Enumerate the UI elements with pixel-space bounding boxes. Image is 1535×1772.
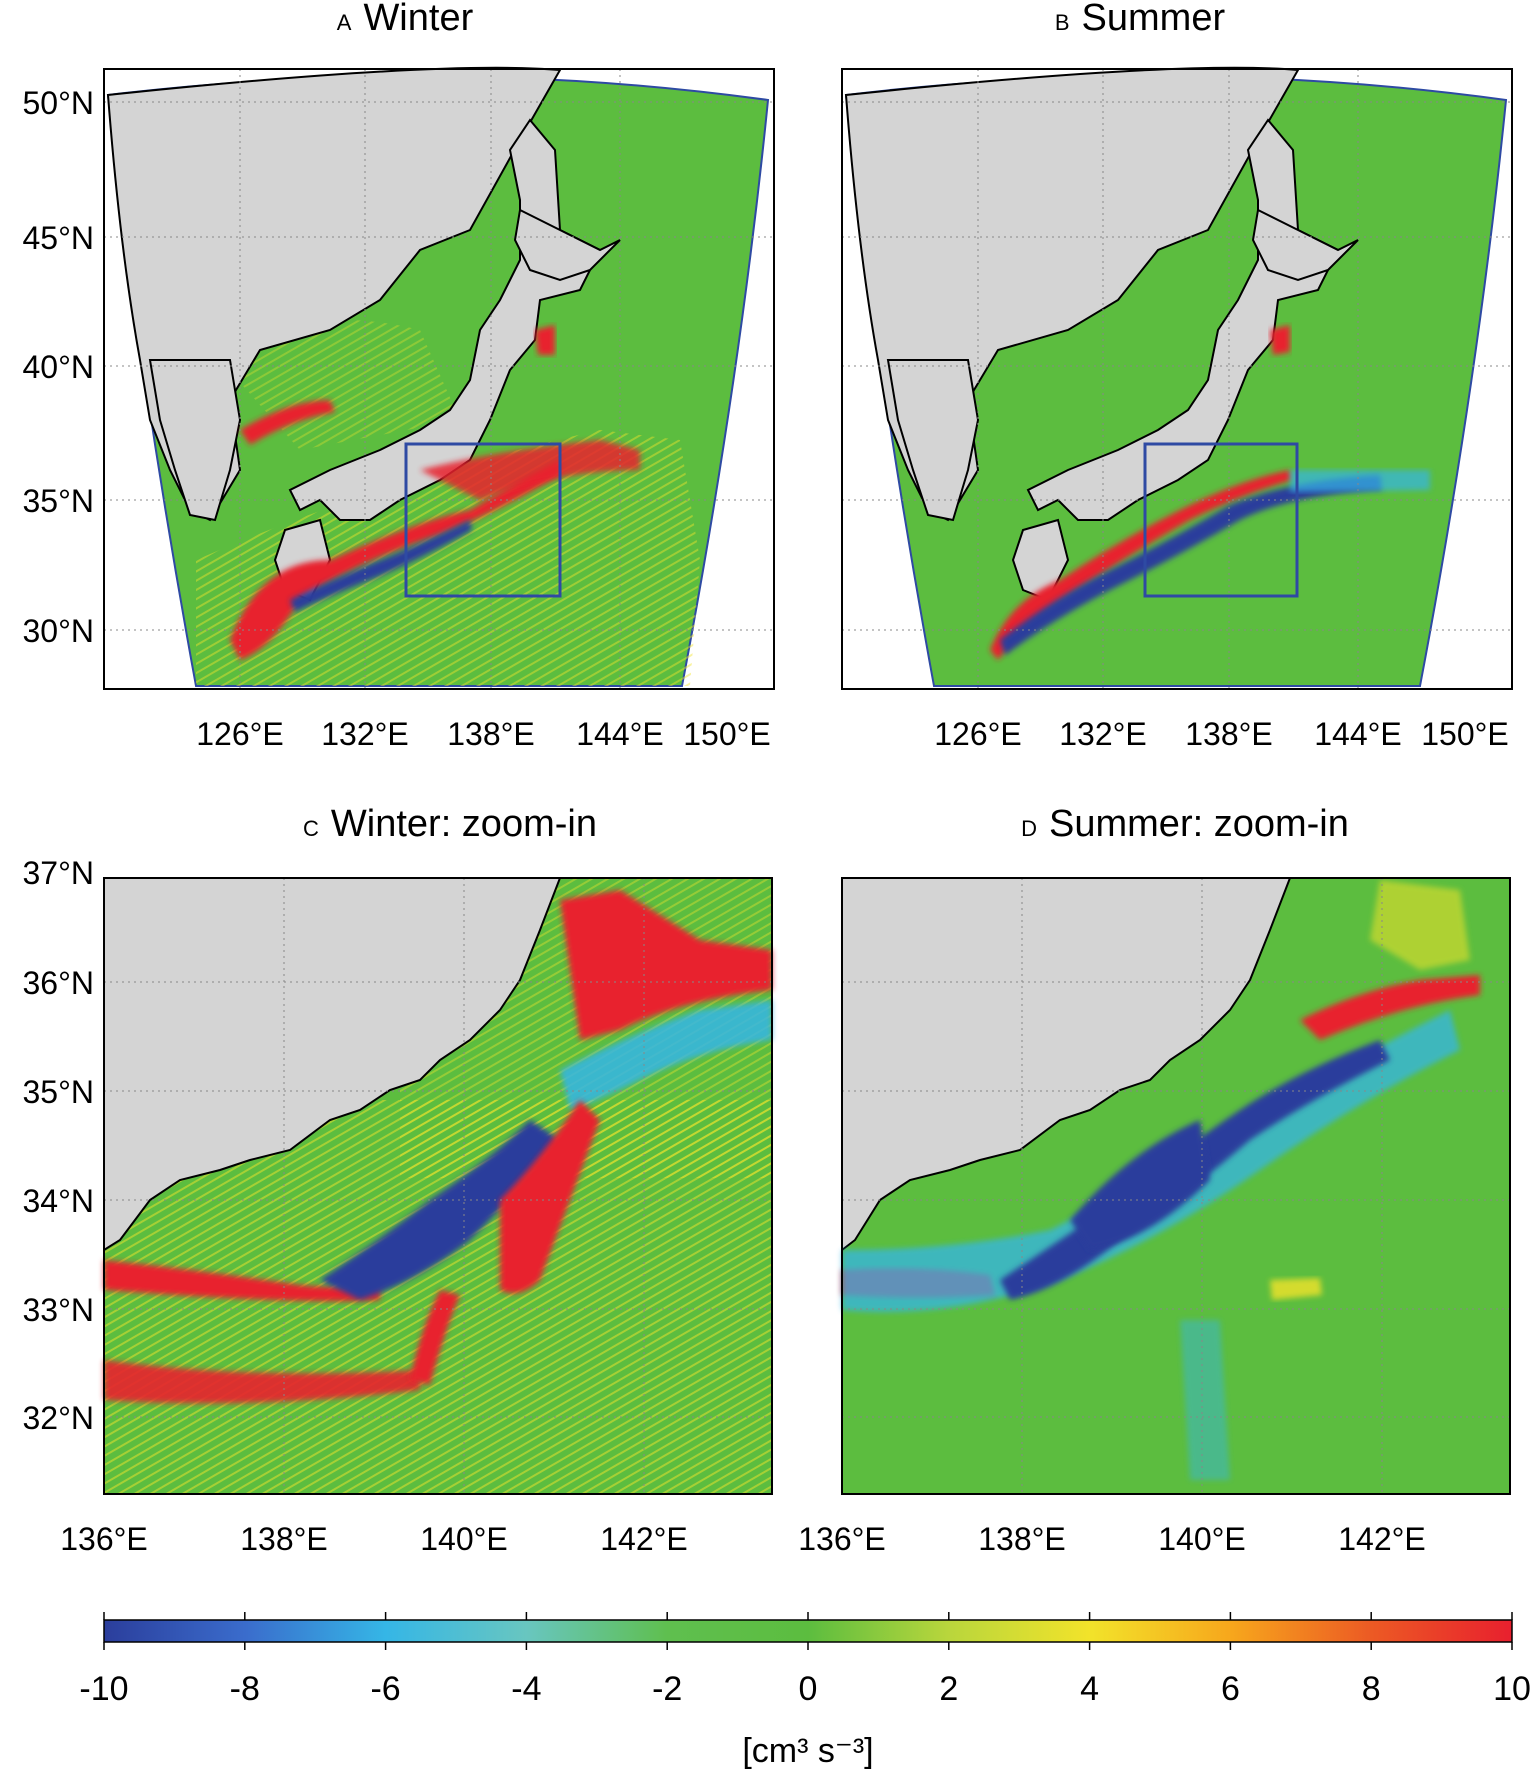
lon-label: 144°E: [1314, 716, 1402, 752]
lat-label: 35°N: [23, 483, 95, 519]
colorbar-tick-label: -8: [230, 1670, 260, 1708]
panel-d-yellow-north: [1370, 880, 1470, 970]
panel-d-cyan-tail: [1180, 1320, 1230, 1480]
panel-b-land-korea: [886, 359, 980, 522]
colorbar-tick-label: 0: [799, 1670, 818, 1708]
panel-b-tsugaru-red: [1270, 325, 1290, 355]
panel-d-red-north: [1300, 975, 1480, 1040]
colorbar-tick-label: 10: [1493, 1670, 1531, 1708]
panel-c-frame: [103, 877, 773, 1495]
lon-label: 136°E: [60, 1521, 148, 1557]
lon-label: 132°E: [321, 716, 409, 752]
lat-label: 35°N: [23, 1074, 95, 1110]
panel-c-red-central-2: [410, 1290, 460, 1385]
panel-a-gridlines: [104, 69, 774, 689]
lat-label: 33°N: [23, 1292, 95, 1328]
panel-c-title: C Winter: zoom-in: [303, 803, 597, 845]
lat-label: 36°N: [23, 965, 95, 1001]
panel-c-red-north: [560, 890, 772, 1040]
lat-label: 32°N: [23, 1400, 95, 1436]
panel-b-title: B Summer: [1055, 0, 1226, 39]
panel-b-frame: [841, 68, 1513, 690]
panel-c-lon-labels: 136°E 138°E 140°E 142°E: [60, 1521, 688, 1557]
lon-label: 138°E: [240, 1521, 328, 1557]
colorbar-tick-label: 4: [1080, 1670, 1099, 1708]
colorbar-tick-label: -10: [79, 1670, 128, 1708]
lon-label: 136°E: [798, 1521, 886, 1557]
panel-d-yellow-patch: [1270, 1278, 1322, 1300]
colorbar: -10 -8 -6 -4 -2 0 2 4 6 8 10 [cm³ s⁻³]: [79, 1612, 1531, 1770]
lon-label: 132°E: [1059, 716, 1147, 752]
panel-d-frame: [841, 877, 1511, 1495]
panel-a-tsugaru-red: [535, 325, 555, 355]
colorbar-tick-label: 2: [939, 1670, 958, 1708]
lat-label: 34°N: [23, 1183, 95, 1219]
panel-d-gridlines: [842, 878, 1510, 1494]
panel-c-lat-labels: 37°N 36°N 35°N 34°N 33°N 32°N: [23, 855, 95, 1436]
panel-c-red-band-south: [104, 1260, 380, 1302]
panel-a-japan-sea-red: [240, 400, 335, 445]
panel-b-zoom-box: [1143, 442, 1299, 598]
panel-b-kuroshio-blue: [1000, 475, 1382, 655]
lon-label: 138°E: [1185, 716, 1273, 752]
panel-a-frame: [103, 68, 775, 690]
panel-d-lon-labels: 136°E 138°E 140°E 142°E: [798, 1521, 1426, 1557]
lat-label: 37°N: [23, 855, 95, 891]
lon-label: 150°E: [683, 716, 771, 752]
panel-d: D Summer: zoom-in 136°E 138°E 140°E 142°E: [798, 803, 1511, 1557]
panel-d-blue-bulge: [1070, 1120, 1210, 1250]
colorbar-gradient: [103, 1619, 1513, 1643]
colorbar-unit-label: [cm³ s⁻³]: [742, 1732, 873, 1770]
panel-a-kuroshio-blue: [290, 520, 472, 612]
colorbar-ticks: -10 -8 -6 -4 -2 0 2 4 6 8 10: [79, 1612, 1531, 1708]
panel-c-gridlines: [104, 878, 772, 1494]
panel-a-land-korea: [148, 359, 242, 522]
panel-c-cyan-edge: [560, 1000, 772, 1110]
panel-c: C Winter: zoom-in 37°N 36°N 35°N 34°N 33°…: [23, 803, 773, 1557]
panel-b-lon-labels: 126°E 132°E 138°E 144°E 150°E: [934, 716, 1509, 752]
panel-a-zoom-box: [404, 442, 562, 598]
panel-a-eddy-texture: [196, 430, 700, 686]
lon-label: 140°E: [420, 1521, 508, 1557]
lon-label: 142°E: [600, 1521, 688, 1557]
lat-label: 30°N: [23, 613, 95, 649]
panel-a: A Winter 50°N 45°N: [23, 0, 775, 752]
colorbar-tick-label: 6: [1221, 1670, 1240, 1708]
panel-a-kuroshio-red: [230, 460, 560, 660]
colorbar-tick-label: -4: [511, 1670, 541, 1708]
panel-a-lat-labels: 50°N 45°N 40°N 35°N 30°N: [23, 85, 95, 649]
lon-label: 138°E: [978, 1521, 1066, 1557]
panel-c-land: [103, 877, 562, 1252]
lon-label: 142°E: [1338, 1521, 1426, 1557]
lon-label: 126°E: [934, 716, 1022, 752]
panel-c-red-band-lower: [104, 1360, 420, 1404]
lat-label: 40°N: [23, 349, 95, 385]
lon-label: 138°E: [447, 716, 535, 752]
colorbar-tick-label: -6: [370, 1670, 400, 1708]
panel-d-title: D Summer: zoom-in: [1021, 803, 1349, 845]
colorbar-tick-label: -2: [652, 1670, 682, 1708]
panel-c-red-central: [500, 1100, 600, 1294]
panel-c-blue-core: [320, 1120, 560, 1300]
panel-a-title: A Winter: [337, 0, 474, 39]
panel-b-kuroshio-red: [990, 470, 1292, 660]
lon-label: 140°E: [1158, 1521, 1246, 1557]
lon-label: 126°E: [196, 716, 284, 752]
panel-a-lon-labels: 126°E 132°E 138°E 144°E 150°E: [196, 716, 771, 752]
lon-label: 150°E: [1421, 716, 1509, 752]
panel-a-kuroshio-red-2: [420, 440, 640, 500]
lat-label: 45°N: [23, 220, 95, 256]
colorbar-tick-label: 8: [1362, 1670, 1381, 1708]
panel-b: B Summer 126°E 132°E 138°E 144°E 150°E: [841, 0, 1513, 752]
panel-d-cyan-band: [842, 1010, 1460, 1312]
lon-label: 144°E: [576, 716, 664, 752]
panel-b-gridlines: [842, 69, 1512, 689]
lat-label: 50°N: [23, 85, 95, 121]
panel-b-extension-cyan: [1290, 470, 1430, 492]
